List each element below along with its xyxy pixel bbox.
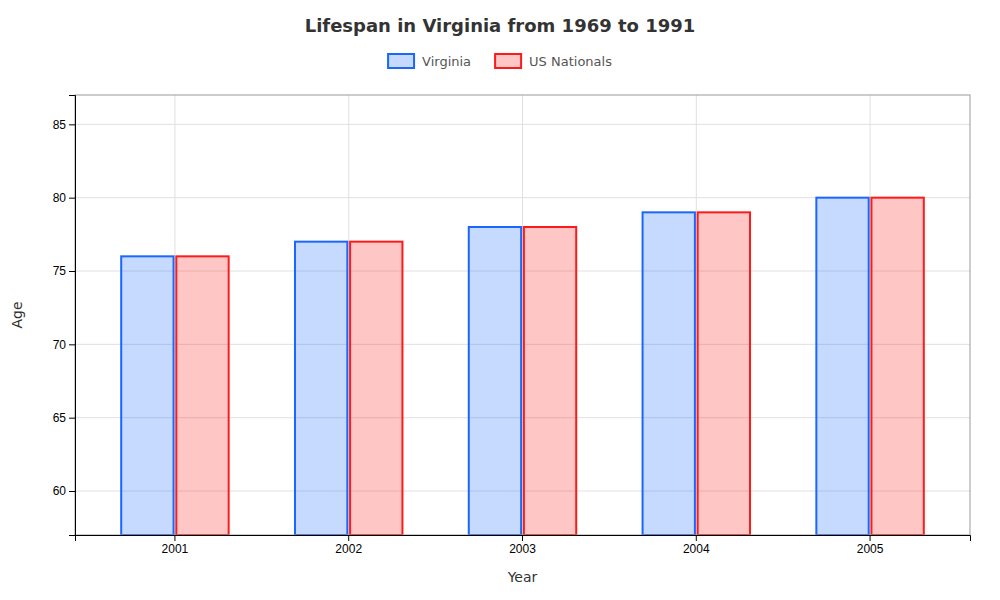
tick: 2001 — [162, 535, 189, 556]
tick-mark — [69, 198, 75, 199]
tick-mark — [870, 535, 871, 541]
tick-label: 2005 — [857, 542, 884, 556]
plot: 2001 2002 2003 2004 2005 60 65 70 75 80 85 — [53, 95, 971, 556]
legend-label: US Nationals — [529, 54, 612, 69]
bar — [643, 212, 695, 535]
grid-line — [870, 95, 871, 535]
bar — [469, 227, 521, 535]
axis-line — [76, 536, 971, 542]
grid-line — [522, 95, 523, 535]
tick-mark — [69, 124, 75, 125]
tick: 2005 — [857, 535, 884, 556]
tick-label: 2003 — [509, 542, 536, 556]
tick: 2003 — [509, 535, 536, 556]
tick-label: 60 — [53, 484, 67, 498]
axis-line — [69, 96, 76, 536]
grid-line — [696, 95, 697, 535]
legend-swatch — [388, 54, 414, 68]
bar — [295, 242, 347, 535]
bar — [350, 242, 402, 535]
chart: 2001 2002 2003 2004 2005 60 65 70 75 80 85 Lifespan… — [0, 0, 1000, 600]
tick-mark — [348, 535, 349, 541]
tick: 85 — [53, 118, 75, 132]
tick: 75 — [53, 264, 75, 278]
tick: 65 — [53, 411, 75, 425]
tick-label: 2002 — [335, 542, 362, 556]
tick-mark — [69, 418, 75, 419]
tick: 70 — [53, 338, 75, 352]
tick-mark — [69, 344, 75, 345]
tick: 2004 — [683, 535, 710, 556]
bar — [524, 227, 576, 535]
legend-swatch — [495, 54, 521, 68]
tick-mark — [69, 271, 75, 272]
grid — [75, 95, 970, 535]
tick-label: 80 — [53, 191, 67, 205]
grid-line — [174, 95, 175, 535]
title: Lifespan in Virginia from 1969 to 1991 — [305, 15, 696, 36]
tick: 80 — [53, 191, 75, 205]
bar — [698, 212, 750, 535]
tick-mark — [696, 535, 697, 541]
bar — [816, 198, 868, 535]
bar — [121, 256, 173, 535]
y-axis: 60 65 70 75 80 85 — [53, 96, 76, 536]
tick-mark — [522, 535, 523, 541]
legend-label: Virginia — [422, 54, 471, 69]
grid-line — [348, 95, 349, 535]
tick-label: 70 — [53, 338, 67, 352]
bar — [871, 198, 923, 535]
tick-mark — [174, 535, 175, 541]
bars — [121, 198, 924, 535]
tick-label: 2004 — [683, 542, 710, 556]
x-axis: 2001 2002 2003 2004 2005 — [76, 535, 971, 556]
tick: 60 — [53, 484, 75, 498]
tick-label: 2001 — [162, 542, 189, 556]
tick: 2002 — [335, 535, 362, 556]
tick-label: 85 — [53, 118, 67, 132]
legend: Virginia US Nationals — [388, 54, 612, 69]
bar — [176, 256, 228, 535]
tick-label: 65 — [53, 411, 67, 425]
tick-mark — [69, 491, 75, 492]
legend-item: Virginia — [388, 54, 471, 69]
y-axis-title: Age — [9, 301, 25, 328]
x-axis-title: Year — [507, 569, 538, 585]
plot-frame — [75, 95, 970, 535]
tick-label: 75 — [53, 264, 67, 278]
legend-item: US Nationals — [495, 54, 612, 69]
